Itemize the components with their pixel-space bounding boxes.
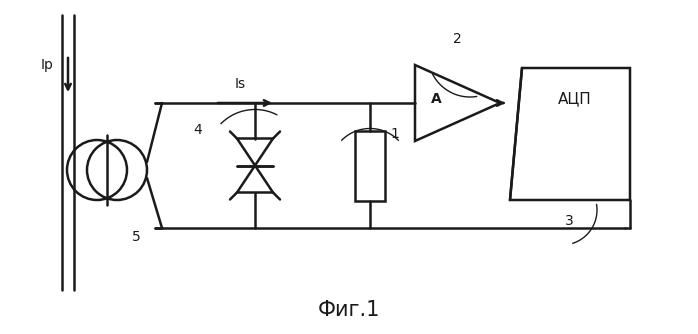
Text: 4: 4 [193,123,202,137]
Text: Фиг.1: Фиг.1 [318,300,380,320]
Bar [355,131,385,200]
Text: АЦП: АЦП [558,92,592,107]
Text: 3: 3 [565,214,574,228]
Text: 2: 2 [453,32,462,46]
Text: A: A [431,92,442,106]
Text: Ip: Ip [41,58,54,72]
Text: Is: Is [235,77,246,91]
Text: 5: 5 [132,230,141,244]
Text: 1: 1 [390,127,399,141]
